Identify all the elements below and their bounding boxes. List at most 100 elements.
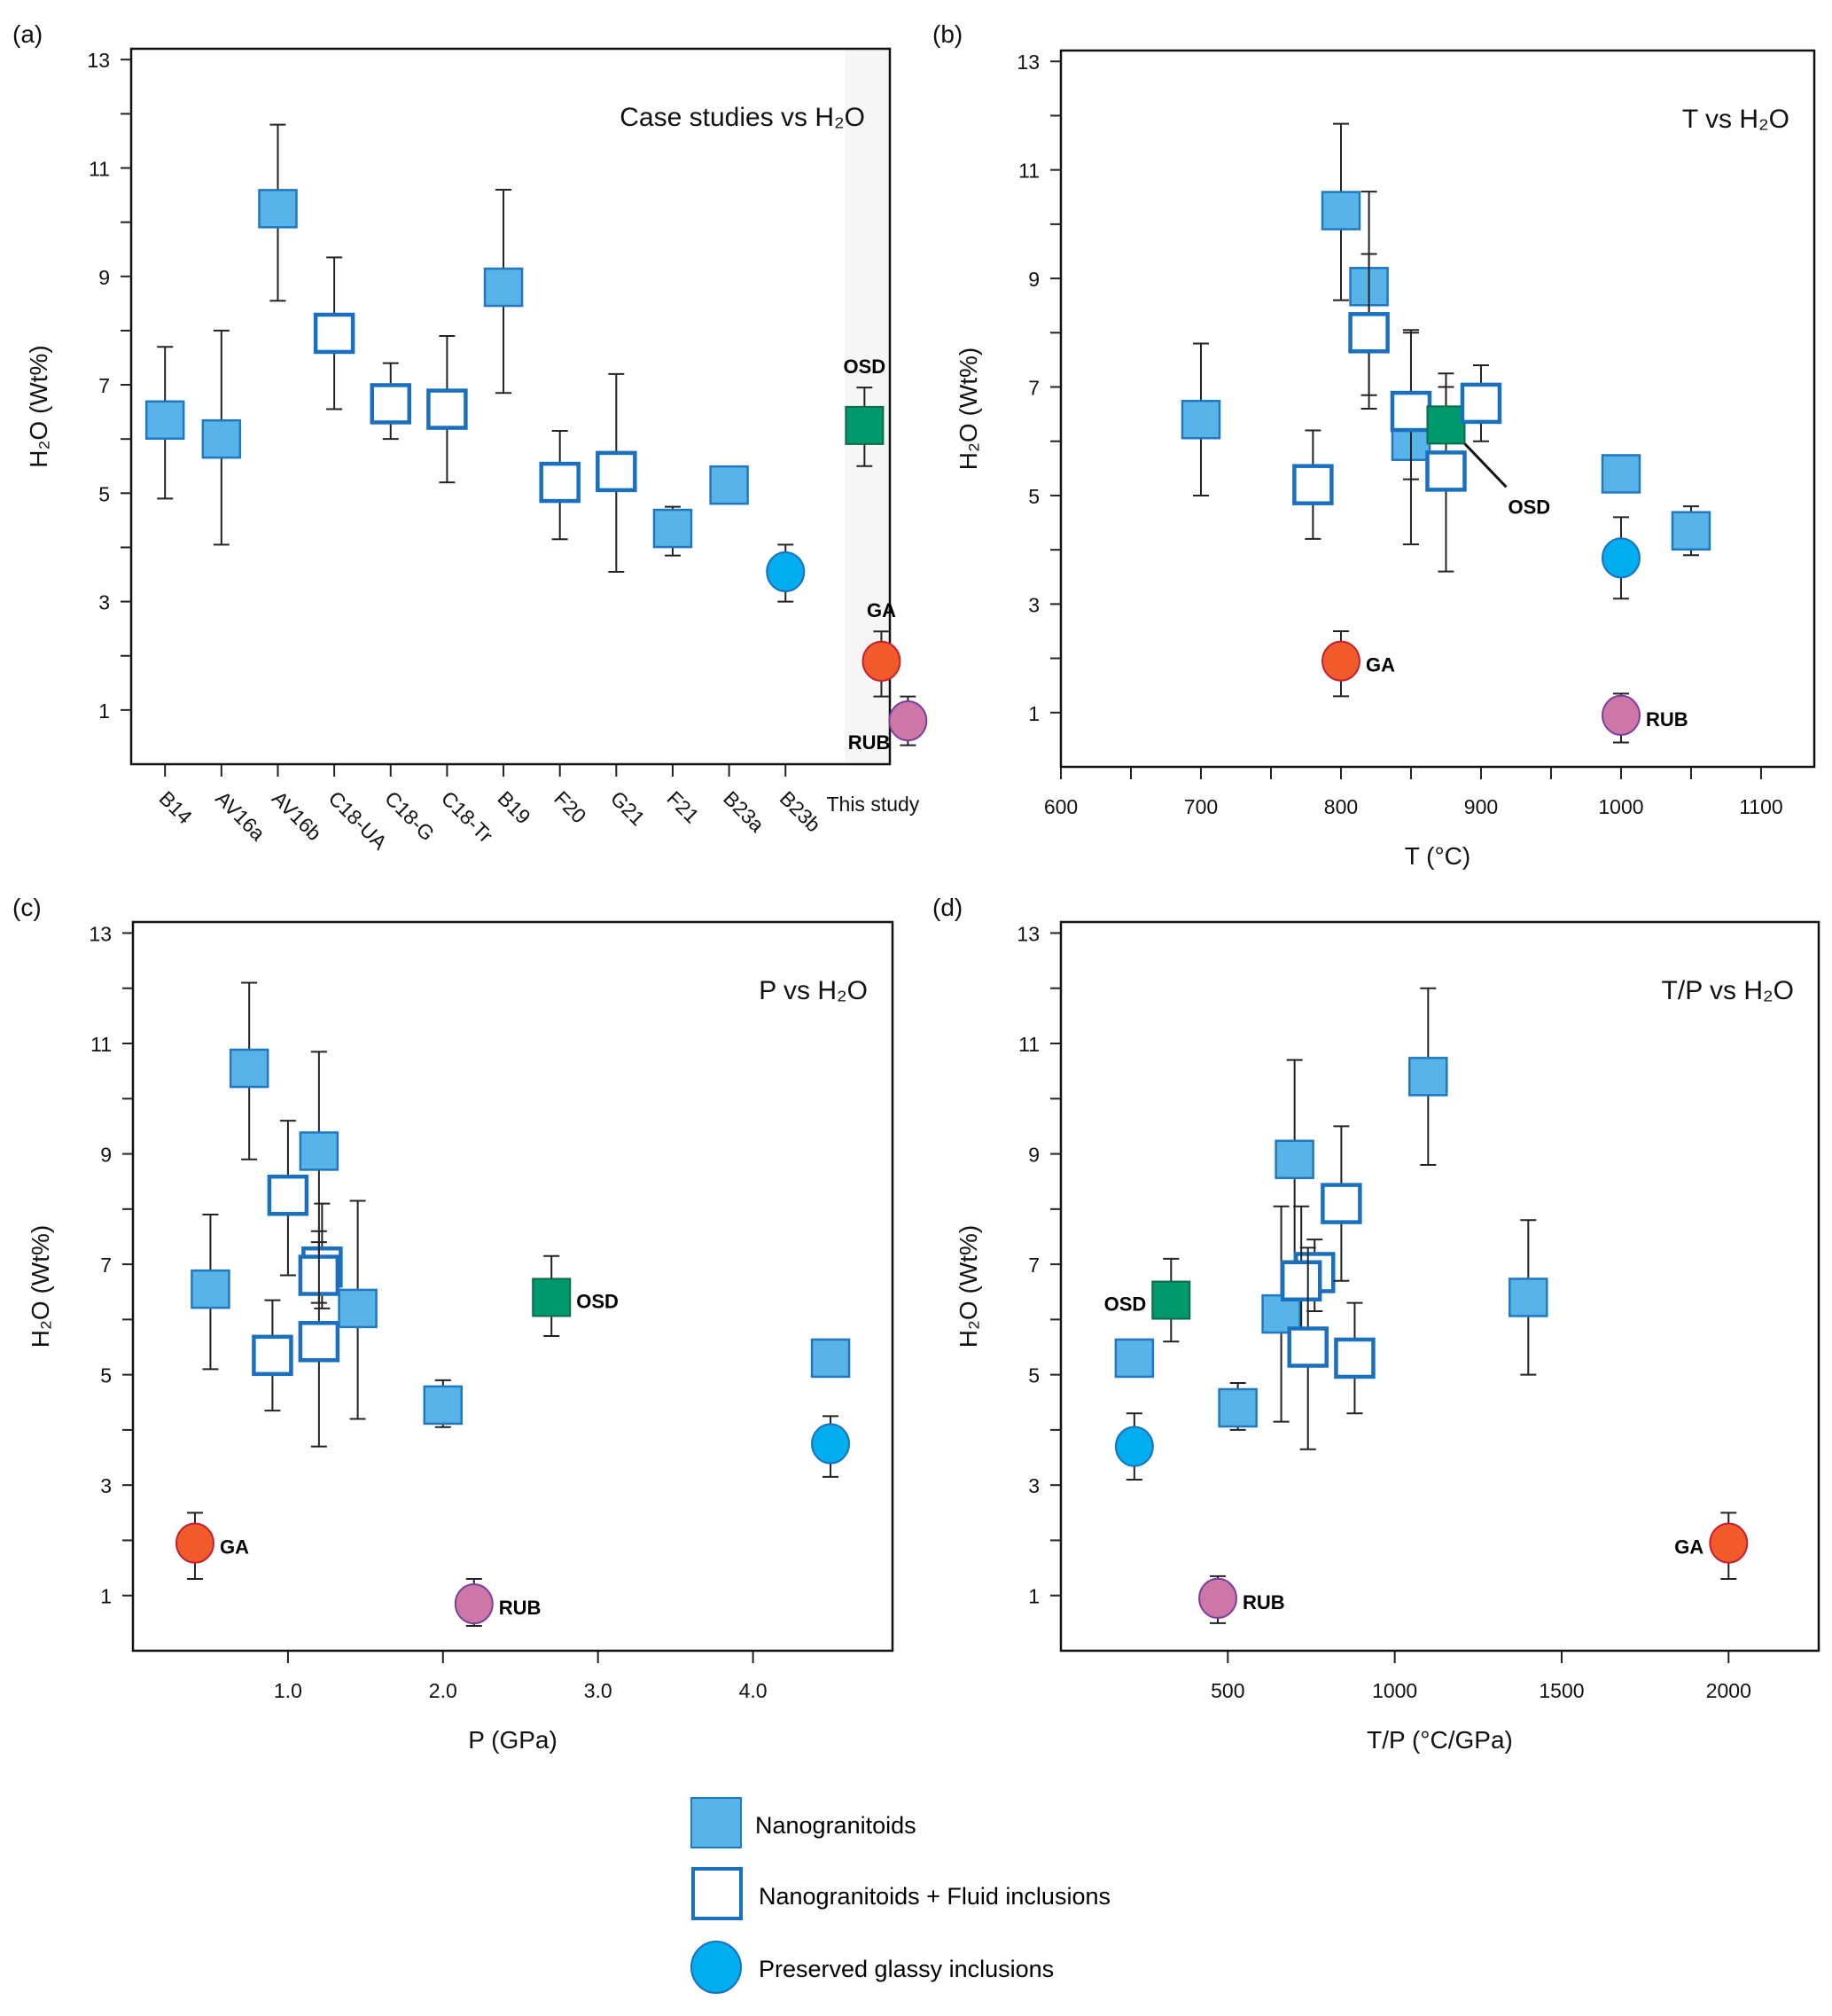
- x-tick-label: 1500: [1539, 1679, 1584, 1702]
- y-tick-label: 3: [1028, 1474, 1040, 1497]
- x-tick-label: G21: [606, 786, 650, 830]
- y-tick-label: 9: [1028, 268, 1040, 291]
- rub-marker: [454, 1583, 494, 1625]
- data-points: OSD GA RUB: [175, 981, 851, 1627]
- point-label: OSD: [844, 356, 886, 378]
- panel-letter: (a): [12, 20, 43, 48]
- panel-title: T/P vs H₂O: [1662, 976, 1794, 1005]
- osd-marker: [1426, 405, 1466, 445]
- plot-frame: [131, 920, 894, 1653]
- nanogranitoid-fluid-marker: [313, 312, 355, 355]
- legend-marker-circle: [690, 1941, 742, 1994]
- point-label: GA: [1366, 654, 1395, 676]
- x-tick-label: 1100: [1739, 795, 1782, 818]
- nanogranitoid-marker: [1181, 399, 1221, 440]
- y-tick-label: 5: [100, 1364, 112, 1387]
- nanogranitoid-marker: [1508, 1278, 1548, 1317]
- nanogranitoid-marker: [144, 400, 185, 441]
- osd-marker: [845, 405, 885, 445]
- data-point-nano: [258, 123, 298, 302]
- ga-marker: [175, 1522, 214, 1564]
- y-tick-label: 5: [98, 482, 110, 505]
- y-tick-label: 9: [1028, 1144, 1040, 1167]
- x-tick-label: B23b: [776, 786, 825, 836]
- data-point-glass: [811, 1415, 851, 1478]
- legend-label: Nanogranitoids: [755, 1812, 916, 1839]
- nanogranitoid-marker: [1601, 454, 1641, 494]
- nanogranitoid-marker: [810, 1338, 851, 1379]
- nanogranitoid-marker: [258, 189, 298, 229]
- point-label: OSD: [1104, 1293, 1147, 1316]
- y-axis-title: H₂O (Wt%): [955, 1225, 982, 1348]
- data-point-nano: [1181, 342, 1221, 496]
- nanogranitoid-fluid-marker: [1292, 464, 1334, 505]
- point-label: RUB: [1646, 708, 1688, 731]
- data-point-ga: GA: [175, 1512, 249, 1581]
- x-tick-label: 700: [1184, 795, 1218, 818]
- rub-marker: [1601, 694, 1641, 736]
- data-point-rub: RUB: [1601, 692, 1688, 744]
- data-point-nano: [299, 1051, 339, 1260]
- legend-marker-open-square: [691, 1867, 743, 1920]
- plot-frame: [129, 47, 892, 766]
- y-tick-label: 1: [98, 699, 110, 723]
- data-point-nano: [338, 1199, 378, 1420]
- point-label: RUB: [848, 731, 891, 754]
- x-tick-label: 2.0: [429, 1679, 457, 1702]
- nanogranitoid-marker: [1114, 1338, 1155, 1379]
- x-tick-label: 3.0: [584, 1679, 612, 1702]
- y-tick-label: 1: [1028, 702, 1040, 725]
- nanogranitoid-marker: [201, 418, 242, 459]
- data-point-nanofi: [1348, 253, 1390, 410]
- nanogranitoid-marker: [1261, 1293, 1301, 1334]
- glassy-inclusion-marker: [811, 1423, 851, 1465]
- nanogranitoid-marker: [423, 1385, 464, 1426]
- y-tick-label: 3: [98, 591, 110, 614]
- data-point-rub: RUB: [454, 1578, 542, 1627]
- data-point-nano: [1601, 454, 1641, 494]
- data-point-nanofi: [1321, 1125, 1362, 1282]
- y-tick-label: 13: [1017, 51, 1040, 74]
- nanogranitoid-marker: [338, 1288, 378, 1329]
- data-point-osd: OSD: [1104, 1257, 1191, 1343]
- nanogranitoid-fluid-marker: [252, 1334, 293, 1377]
- data-point-nano: [1408, 987, 1448, 1166]
- x-axis-title: T/P (°C/GPa): [1367, 1726, 1513, 1754]
- panel-letter: (b): [932, 20, 963, 48]
- x-tick-label: 1000: [1598, 795, 1643, 818]
- data-points: OSD GA RUB: [1104, 987, 1749, 1624]
- data-point-nano: [201, 329, 242, 546]
- x-tick-label: 800: [1324, 795, 1358, 818]
- x-tick-label: 600: [1044, 795, 1078, 818]
- nanogranitoid-fluid-marker: [267, 1175, 309, 1216]
- label-leader-line: [1463, 442, 1508, 488]
- legend-label: Nanogranitoids + Fluid inclusions: [759, 1883, 1111, 1910]
- data-point-nanofi: [313, 256, 355, 410]
- data-point-nanofi: [252, 1299, 293, 1412]
- nanogranitoid-marker: [1671, 511, 1711, 551]
- nanogranitoid-fluid-marker: [596, 450, 637, 493]
- x-tick-label: 900: [1464, 795, 1498, 818]
- nanogranitoid-marker: [1218, 1387, 1258, 1428]
- data-point-nano: [1275, 1059, 1314, 1271]
- data-point-nanofi: [267, 1120, 309, 1277]
- y-tick-label: 7: [100, 1254, 112, 1277]
- point-label: GA: [1674, 1536, 1703, 1559]
- y-tick-label: 3: [100, 1474, 112, 1497]
- data-point-nanofi: [1334, 1301, 1376, 1415]
- y-tick-label: 13: [1017, 922, 1040, 945]
- x-tick-label: This study: [826, 793, 919, 816]
- y-tick-label: 7: [1028, 1254, 1040, 1277]
- x-tick-label: AV16b: [268, 786, 326, 845]
- nanogranitoid-marker: [299, 1131, 339, 1171]
- point-label: GA: [867, 599, 896, 621]
- data-point-nano: [709, 465, 749, 505]
- y-tick-label: 11: [1018, 160, 1040, 183]
- glassy-inclusion-marker: [1601, 537, 1641, 579]
- data-point-nano: [144, 346, 185, 500]
- nanogranitoid-fluid-marker: [1287, 1326, 1329, 1368]
- point-label: RUB: [499, 1597, 542, 1619]
- y-tick-label: 9: [98, 266, 110, 289]
